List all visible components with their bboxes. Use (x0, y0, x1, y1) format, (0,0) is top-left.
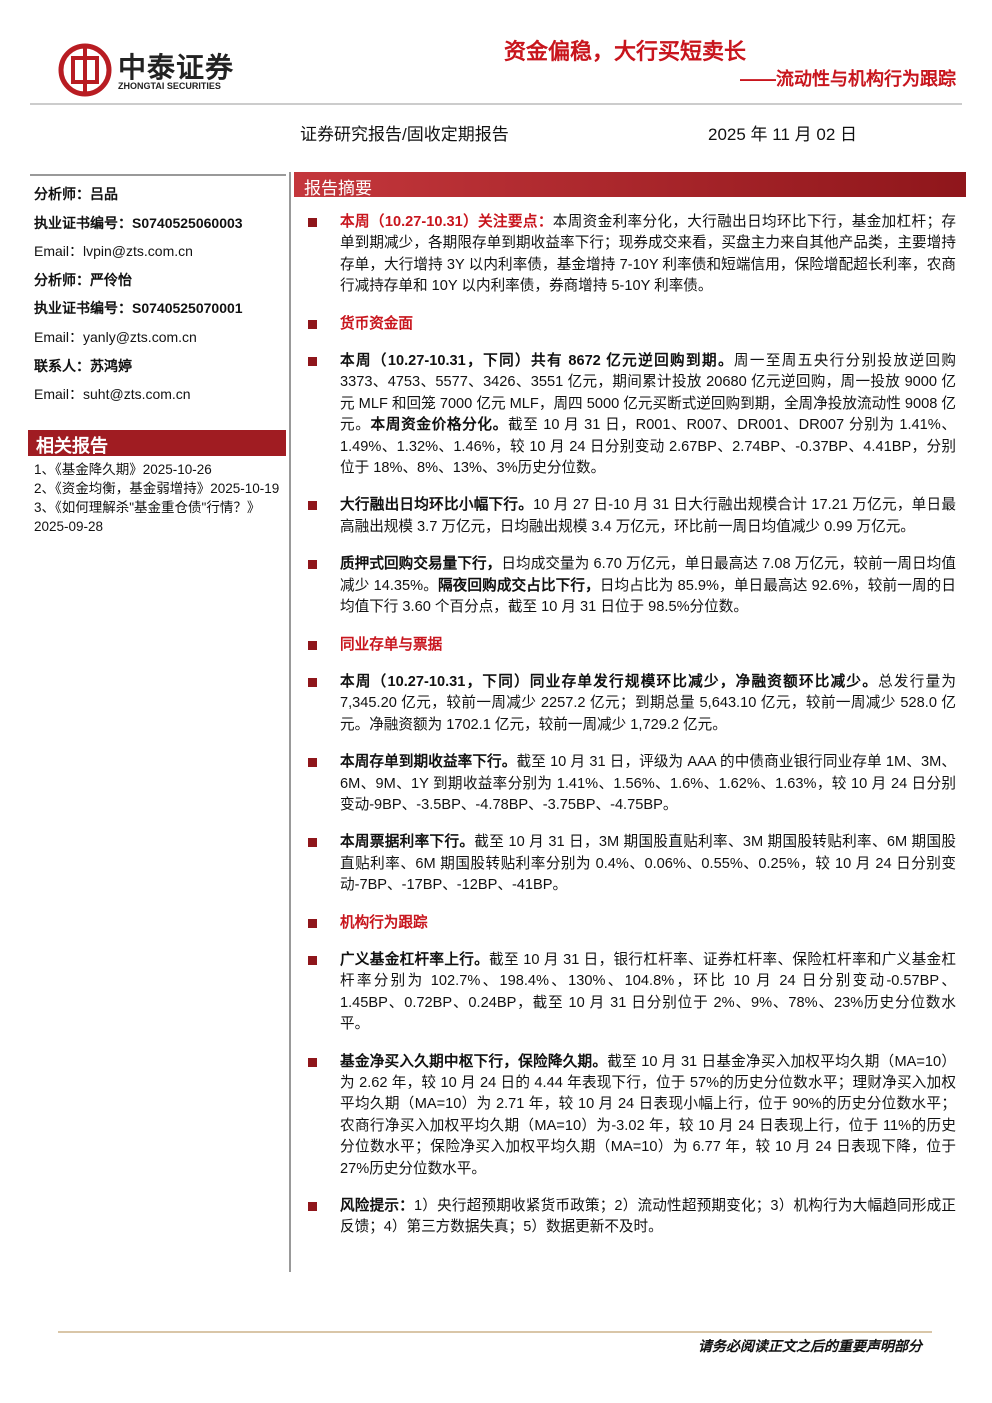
bullet (308, 1202, 317, 1212)
bullet (308, 319, 317, 329)
paragraph: 广义基金杠杆率上行。截至 10 月 31 日，银行杠杆率、证券杠杆率、保险杠杆率… (308, 950, 956, 1036)
body-text: 本周资金利率分化，大行融出日均环比下行，基金加杠杆；存单到期减少，各期限存单到期… (340, 214, 956, 295)
summary-bar (294, 172, 966, 197)
contact-label: 联系人： (34, 357, 90, 374)
related-item: 1、《基金降久期》2025-10-26 (34, 462, 212, 477)
body-text: 日均成交量为 6.70 万亿元，单日最高达 7.08 万亿元，较前一周日均值减少… (340, 556, 956, 594)
summary-body: 本周（10.27-10.31）关注要点：本周资金利率分化，大行融出日均环比下行，… (308, 212, 956, 1255)
contact-label: 执业证书编号： (34, 300, 132, 317)
bullet (308, 918, 317, 928)
emphasis-text: 隔夜回购成交占比下行， (437, 577, 600, 594)
body-text: 总发行量为 7,345.20 亿元，较前一周减少 2257.2 亿元；到期总量 … (340, 673, 956, 733)
paragraph: 本周票据利率下行。截至 10 月 31 日，3M 期国股直贴利率、3M 期国股转… (308, 832, 956, 896)
emphasis-text: 大行融出日均环比小幅下行。 (340, 497, 534, 514)
contact-value: 吕品 (90, 186, 118, 202)
emphasis-text: 本周资金价格分化。 (370, 417, 508, 434)
body-text: 截至 10 月 31 日，R001、R007、DR001、DR007 分别为 1… (340, 417, 956, 477)
contact-line: 分析师：严伶怡 (34, 270, 132, 290)
section-heading: 机构行为跟踪 (308, 913, 956, 934)
related-bar (28, 430, 286, 456)
contact-line: Email：suht@zts.com.cn (34, 384, 191, 404)
bullet (308, 357, 317, 367)
heading-text: 同业存单与票据 (340, 636, 443, 653)
emphasis-text: 本周（10.27-10.31）关注要点： (340, 214, 553, 230)
body-text: 截至 10 月 31 日，银行杠杆率、证券杠杆率、保险杠杆率和广义基金杠杆率分别… (340, 951, 956, 1033)
contact-label: 执业证书编号： (34, 214, 132, 231)
contact-label: Email： (34, 243, 84, 260)
contact-value: S0740525060003 (132, 214, 243, 231)
section-heading: 货币资金面 (308, 314, 956, 335)
report-type: 证券研究报告/固收定期报告 (300, 125, 509, 144)
body-text: 截至 10 月 31 日基金净买入加权平均久期（MA=10）为 2.62 年，较… (340, 1053, 956, 1177)
contact-label: 分析师： (34, 186, 90, 202)
paragraph: 大行融出日均环比小幅下行。10 月 27 日-10 月 31 日大行融出规模合计… (308, 495, 956, 538)
heading-text: 货币资金面 (340, 315, 413, 332)
paragraph: 基金净买入久期中枢下行，保险降久期。截至 10 月 31 日基金净买入加权平均久… (308, 1052, 956, 1180)
logo-subtext: ZHONGTAI SECURITIES (118, 81, 221, 91)
section-heading: 同业存单与票据 (308, 635, 956, 656)
contact-value: yanly@zts.com.cn (83, 329, 197, 345)
related-title: 相关报告 (36, 436, 108, 456)
contact-value: suht@zts.com.cn (83, 386, 191, 403)
contact-line: Email：yanly@zts.com.cn (34, 327, 197, 347)
contact-value: 苏鸿婷 (90, 357, 132, 374)
bullet (308, 501, 317, 511)
paragraph: 质押式回购交易量下行，日均成交量为 6.70 万亿元，单日最高达 7.08 万亿… (308, 554, 956, 618)
report-subtitle: ——流动性与机构行为跟踪 (740, 69, 956, 89)
emphasis-text: 本周（10.27-10.31，下同）同业存单发行规模环比减少，净融资额环比减少。 (340, 673, 879, 690)
contact-value: 严伶怡 (90, 271, 132, 288)
paragraph: 本周（10.27-10.31，下同）同业存单发行规模环比减少，净融资额环比减少。… (308, 672, 956, 736)
contact-line: Email：lvpin@zts.com.cn (34, 241, 193, 261)
body-text: 1）央行超预期收紧货币政策；2）流动性超预期变化；3）机构行为大幅趋同形成正反馈… (340, 1198, 956, 1236)
contact-value: S0740525070001 (132, 300, 243, 317)
report-date: 2025 年 11 月 02 日 (708, 125, 857, 144)
body-text: 日均占比为 85.9%，单日最高达 92.6%，较前一周的日均值下行 3.60 … (340, 577, 956, 616)
emphasis-text: 质押式回购交易量下行， (340, 556, 502, 573)
bullet (308, 955, 317, 965)
body-text: 截至 10 月 31 日，3M 期国股直贴利率、3M 期国股转贴利率、6M 期国… (340, 834, 956, 894)
contact-value: lvpin@zts.com.cn (83, 243, 193, 260)
body-text: 周一至周五央行分别投放逆回购 3373、4753、5577、3426、3551 … (340, 353, 956, 434)
summary-title: 报告摘要 (304, 179, 372, 198)
emphasis-text: 广义基金杠杆率上行。 (340, 951, 490, 968)
bullet (308, 560, 317, 570)
emphasis-text: 基金净买入久期中枢下行，保险降久期。 (340, 1053, 608, 1070)
emphasis-text: 本周票据利率下行。 (340, 834, 475, 851)
bullet (308, 1057, 317, 1067)
related-list: 1、《基金降久期》2025-10-26 2、《资金均衡，基金弱增持》2025-10… (34, 460, 282, 536)
bullet (308, 640, 317, 650)
report-title: 资金偏稳，大行买短卖长 (503, 39, 746, 64)
contact-label: Email： (34, 386, 84, 403)
emphasis-text: 本周（10.27-10.31，下同）共有 8672 亿元逆回购到期。 (340, 353, 734, 370)
paragraph: 本周（10.27-10.31）关注要点：本周资金利率分化，大行融出日均环比下行，… (308, 212, 956, 298)
contact-line: 联系人：苏鸿婷 (34, 356, 132, 376)
logo-text: 中泰证券 (118, 52, 235, 83)
bullet (308, 758, 317, 768)
bullet (308, 838, 317, 848)
paragraph: 本周（10.27-10.31，下同）共有 8672 亿元逆回购到期。周一至周五央… (308, 351, 956, 479)
body-text: 截至 10 月 31 日，评级为 AAA 的中债商业银行同业存单 1M、3M、6… (340, 754, 956, 813)
bullet (308, 218, 317, 227)
contact-label: Email： (34, 329, 84, 345)
related-item: 2、《资金均衡，基金弱增持》2025-10-19 (34, 481, 280, 496)
paragraph: 本周存单到期收益率下行。截至 10 月 31 日，评级为 AAA 的中债商业银行… (308, 752, 956, 816)
footer-notice: 请务必阅读正文之后的重要声明部分 (698, 1338, 922, 1354)
related-item: 3、《如何理解杀"基金重仓债"行情？》2025-09-28 (34, 500, 261, 534)
contact-line: 执业证书编号：S0740525060003 (34, 213, 243, 233)
paragraph: 风险提示：1）央行超预期收紧货币政策；2）流动性超预期变化；3）机构行为大幅趋同… (308, 1196, 956, 1239)
contact-line: 分析师：吕品 (34, 184, 118, 204)
bullet (308, 677, 317, 687)
emphasis-text: 风险提示： (340, 1198, 414, 1215)
emphasis-text: 本周存单到期收益率下行。 (340, 754, 517, 771)
contact-label: 分析师： (34, 271, 90, 288)
body-text: 10 月 27 日-10 月 31 日大行融出规模合计 17.21 万亿元，单日… (340, 497, 956, 535)
heading-text: 机构行为跟踪 (340, 914, 428, 931)
contact-line: 执业证书编号：S0740525070001 (34, 298, 243, 318)
